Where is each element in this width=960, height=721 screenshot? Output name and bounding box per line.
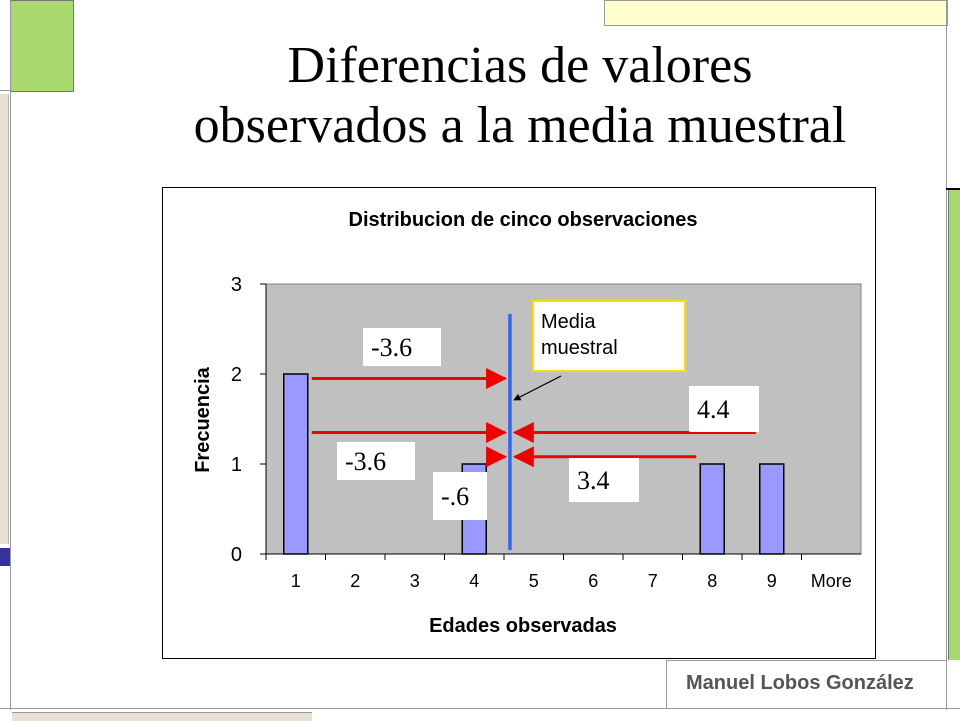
deviation-label-4: 3.4 (577, 466, 610, 495)
mean-callout-pointer (513, 375, 562, 401)
deviation-label-5: 4.4 (697, 395, 730, 424)
x-tick-label: 6 (588, 571, 598, 591)
accent-yellow-block (604, 0, 948, 26)
frame-line-right (946, 0, 947, 710)
deviation-label-2-box (337, 442, 415, 480)
right-black-mark (946, 188, 960, 190)
footer-box (666, 660, 667, 708)
right-green-strip (948, 190, 960, 660)
chart-container: Distribucion de cinco observaciones Edad… (162, 187, 876, 659)
y-tick-label: 0 (231, 544, 242, 566)
footer-author: Manuel Lobos González (686, 672, 914, 694)
plot-area: 0 1 2 3 1 2 3 4 5 6 7 8 9 More -3.6 -3.6 -.6 3.4 4.4 Media m… (231, 274, 862, 591)
deviation-label-4-box (569, 458, 639, 502)
deviation-label-3-box (433, 472, 487, 520)
slide-title-line-1: Diferencias de valores (287, 37, 753, 94)
bar-1 (283, 373, 309, 555)
accent-green-block (10, 0, 74, 92)
left-tan-strip (0, 94, 9, 544)
mean-callout-box (532, 300, 686, 372)
frame-line-top-left (0, 90, 12, 91)
frame-line-bottom (0, 708, 960, 709)
x-tick-label: 9 (767, 571, 777, 591)
x-tick-label: 2 (350, 571, 360, 591)
x-tick-label: 7 (648, 571, 658, 591)
bar-8 (699, 463, 725, 555)
y-tick-label: 3 (231, 274, 242, 296)
left-navy-strip (0, 548, 10, 566)
mean-callout-line-1: Media (541, 311, 596, 333)
slide-title: Diferencias de valores observados a la m… (100, 36, 940, 156)
deviation-label-5-box (689, 386, 759, 432)
x-axis-label: Edades observadas (429, 615, 617, 637)
y-axis-label: Frecuencia (192, 366, 214, 472)
mean-callout-line-2: muestral (541, 337, 618, 359)
x-tick-label: 4 (469, 571, 479, 591)
deviation-label-2: -3.6 (345, 447, 386, 476)
chart-title: Distribucion de cinco observaciones (349, 209, 698, 231)
y-tick-label: 2 (231, 364, 242, 386)
frame-line-left (10, 0, 11, 710)
x-tick-label: 3 (410, 571, 420, 591)
x-tick-label: 5 (529, 571, 539, 591)
chart-svg: Distribucion de cinco observaciones Edad… (192, 209, 862, 637)
x-tick-label: 1 (291, 571, 301, 591)
deviation-label-1: -3.6 (371, 333, 412, 362)
deviation-label-3: -.6 (441, 482, 469, 511)
x-tick-label: 8 (707, 571, 717, 591)
slide-title-line-2: observados a la media muestral (193, 97, 847, 154)
bottom-strip (12, 712, 312, 721)
bar-9 (759, 463, 785, 555)
footer-divider (666, 660, 946, 661)
y-tick-label: 1 (231, 454, 242, 476)
deviation-label-1-box (363, 328, 441, 366)
x-tick-label: More (811, 571, 852, 591)
